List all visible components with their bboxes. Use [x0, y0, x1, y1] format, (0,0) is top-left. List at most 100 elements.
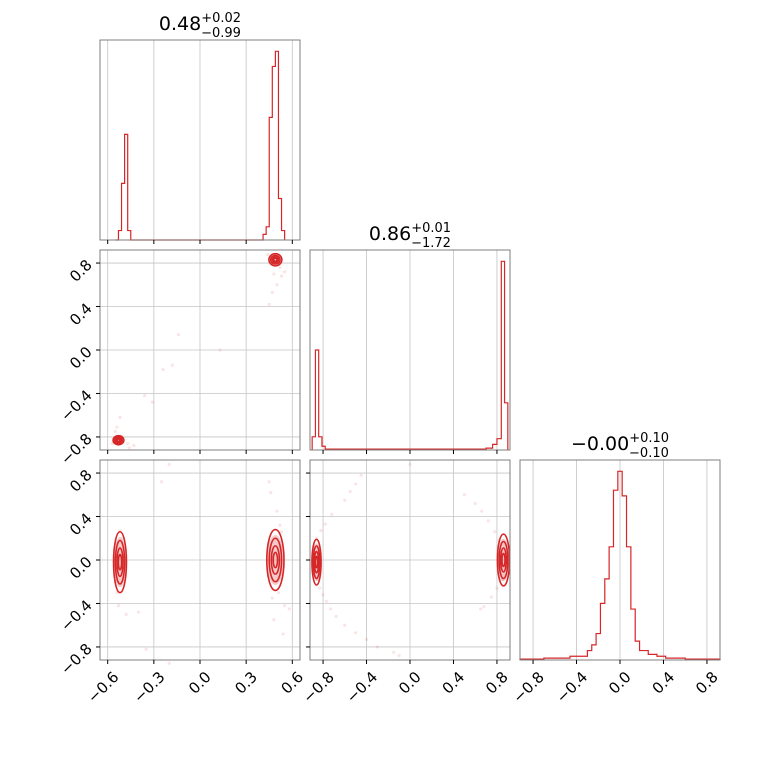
scatter-point [319, 529, 323, 533]
scatter-point [279, 274, 284, 278]
x-tick-label: −0.8 [299, 668, 337, 706]
title-median: 0.48 [159, 13, 201, 35]
histogram-steps [311, 260, 509, 450]
scatter-point [359, 473, 363, 477]
title-plus: +0.10 [629, 431, 669, 446]
scatter-point [115, 425, 119, 429]
scatter-point [126, 441, 130, 446]
scatter-point [269, 491, 273, 495]
scatter-point [354, 631, 358, 635]
scatter-point [479, 607, 483, 611]
x-tick-label: 0.4 [649, 668, 679, 698]
scatter-point [279, 530, 284, 534]
x-tick-label: 0.8 [482, 668, 512, 698]
scatter-point [124, 612, 128, 616]
scatter-point [283, 270, 287, 274]
scatter-point [150, 400, 154, 404]
density-contour [268, 252, 283, 267]
y-tick-label: −0.4 [57, 596, 95, 634]
scatter-point [136, 610, 141, 614]
x-tick-label: −0.4 [553, 668, 591, 706]
scatter-point [329, 607, 333, 611]
x-tick-label: 0.8 [692, 668, 722, 698]
title-median: −0.00 [571, 433, 629, 455]
density-contour [113, 436, 124, 445]
panel-title: 0.48+0.02 −0.99 [159, 11, 241, 41]
scatter-point [218, 348, 222, 352]
y-tick-label: 0.4 [66, 509, 96, 539]
scatter-point [287, 607, 291, 611]
density-contour [269, 254, 281, 265]
scatter-point [176, 333, 181, 337]
y-tick-label: 0.8 [66, 466, 96, 496]
y-tick-label: −0.8 [57, 640, 95, 678]
histogram-steps [115, 50, 286, 241]
scatter-point [278, 523, 282, 527]
scatter-point [272, 272, 276, 276]
scatter-point [473, 501, 477, 506]
density-contour [271, 256, 280, 264]
density-contour [265, 528, 285, 592]
density-contour [272, 551, 279, 569]
scatter-point [482, 605, 486, 609]
scatter-point [161, 367, 165, 372]
scatter-point [159, 480, 164, 484]
scatter-point [348, 489, 352, 494]
panel-p20: −0.6 −0.3 0.0 0.3 0.6−0.8−0.40.00.40.8 [57, 459, 307, 707]
scatter-point [283, 604, 287, 608]
scatter-point [318, 586, 322, 590]
y-tick-label: 0.4 [66, 299, 96, 329]
histogram-steps [519, 470, 721, 660]
density-contour [313, 550, 320, 574]
scatter-point [375, 645, 379, 649]
title-minus: −1.72 [411, 236, 451, 251]
x-tick-label: 0.0 [605, 668, 635, 698]
scatter-point [118, 415, 122, 419]
scatter-point [270, 290, 274, 294]
panel-p11: 0.86+0.01 −1.72 [309, 221, 511, 454]
scatter-point [392, 650, 396, 654]
scatter-point [132, 444, 136, 448]
scatter-point [267, 480, 271, 484]
scatter-point [480, 509, 484, 513]
panel-p22: −0.00+0.10 −0.10 −0.8 −0.4 0.0 0.4 0.8 [509, 431, 721, 707]
x-tick-label: 0.3 [231, 668, 261, 698]
title-plus: +0.01 [411, 221, 451, 236]
scatter-point [275, 509, 279, 513]
x-tick-label: −0.6 [84, 668, 122, 706]
density-contour [117, 553, 123, 571]
scatter-point [343, 498, 347, 502]
scatter-point [278, 265, 282, 269]
x-tick-label: −0.8 [509, 668, 547, 706]
density-contour [112, 530, 128, 594]
scatter-point [330, 512, 334, 516]
x-tick-label: −0.3 [130, 668, 168, 706]
title-minus: −0.99 [201, 26, 241, 41]
scatter-point [462, 493, 466, 497]
scatter-point [170, 363, 174, 367]
density-contour [114, 539, 126, 585]
density-contour [116, 438, 121, 443]
density-contour [270, 545, 281, 575]
density-contour [115, 437, 122, 444]
density-contour [311, 538, 322, 586]
density-contour [268, 537, 283, 583]
scatter-point [266, 252, 270, 256]
density-contour [312, 545, 321, 580]
scatter-point [272, 618, 276, 622]
x-tick-label: 0.0 [185, 668, 215, 698]
density-contour [116, 547, 124, 578]
scatter-point [323, 522, 327, 526]
scatter-point [281, 632, 285, 636]
panel-p10: −0.8 −0.4 0.0 0.4 0.8 [57, 249, 301, 468]
density-contour [112, 434, 125, 446]
scatter-point [144, 647, 148, 651]
scatter-point [397, 654, 401, 658]
scatter-point [486, 519, 490, 523]
title-plus: +0.02 [201, 11, 241, 26]
density-contour [314, 555, 319, 569]
scatter-point [493, 530, 497, 534]
x-tick-label: −0.4 [343, 668, 381, 706]
panel-p21: −0.8 −0.4 0.0 0.4 0.8 [299, 459, 512, 707]
